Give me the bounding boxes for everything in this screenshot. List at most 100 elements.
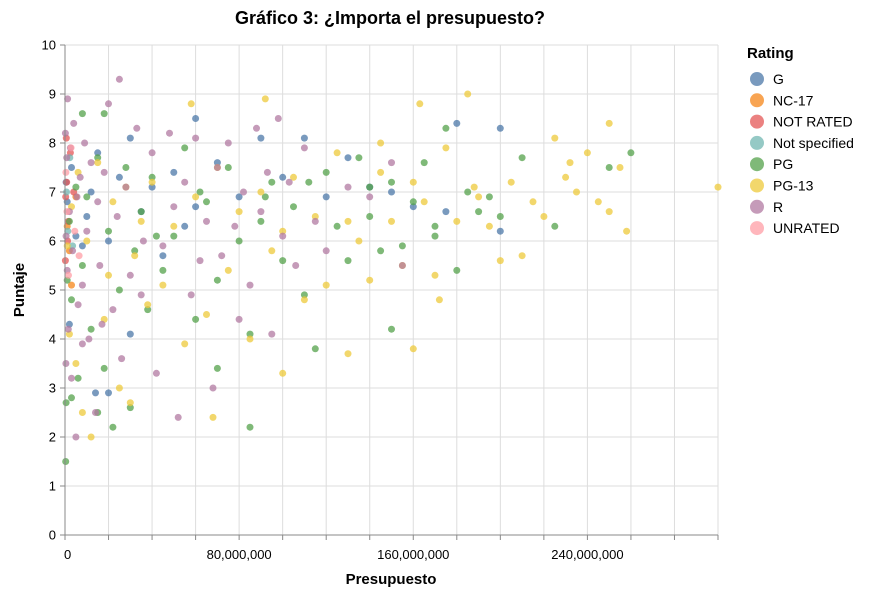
data-point bbox=[75, 252, 83, 260]
data-point bbox=[300, 134, 308, 142]
data-point bbox=[67, 144, 75, 152]
data-point bbox=[240, 188, 247, 196]
data-point bbox=[71, 227, 79, 235]
data-point bbox=[192, 193, 200, 201]
legend-label: NOT RATED bbox=[773, 114, 853, 130]
data-point bbox=[470, 183, 478, 191]
data-point bbox=[518, 252, 526, 260]
data-point bbox=[68, 296, 75, 304]
data-point bbox=[279, 232, 287, 240]
data-point bbox=[105, 389, 112, 397]
data-point bbox=[81, 139, 89, 147]
data-point bbox=[64, 95, 72, 103]
data-point bbox=[213, 276, 221, 284]
data-point bbox=[78, 281, 86, 289]
data-point bbox=[253, 124, 260, 132]
data-point bbox=[366, 183, 374, 191]
data-point bbox=[279, 173, 287, 181]
data-point bbox=[139, 237, 147, 245]
legend-label: PG-13 bbox=[773, 178, 814, 194]
data-point bbox=[87, 325, 95, 333]
data-point bbox=[69, 247, 77, 255]
data-point bbox=[94, 159, 102, 167]
data-point bbox=[235, 193, 243, 201]
data-point bbox=[235, 208, 243, 216]
data-point bbox=[231, 222, 239, 230]
y-tick-label: 8 bbox=[49, 136, 56, 151]
data-point bbox=[464, 90, 472, 98]
data-point bbox=[78, 340, 86, 348]
data-point bbox=[181, 144, 189, 152]
legend-label: PG bbox=[773, 156, 793, 172]
data-point bbox=[623, 227, 631, 235]
data-point bbox=[279, 257, 287, 265]
data-point bbox=[192, 115, 200, 122]
y-tick-label: 7 bbox=[49, 185, 56, 200]
data-point bbox=[92, 409, 99, 416]
data-point bbox=[159, 252, 167, 260]
data-point bbox=[442, 124, 450, 132]
data-point bbox=[377, 139, 385, 147]
data-point bbox=[235, 237, 243, 245]
y-tick-label: 9 bbox=[49, 87, 56, 102]
data-point bbox=[605, 119, 613, 127]
data-point bbox=[83, 237, 91, 245]
data-point bbox=[224, 266, 232, 274]
data-point bbox=[63, 178, 71, 186]
data-point bbox=[94, 198, 102, 206]
data-point bbox=[126, 404, 134, 412]
data-point bbox=[115, 286, 123, 294]
legend-swatch bbox=[750, 93, 764, 108]
data-point bbox=[115, 384, 123, 392]
data-point bbox=[159, 281, 167, 289]
data-point bbox=[62, 232, 70, 240]
legend-swatch bbox=[750, 178, 764, 193]
data-point bbox=[355, 237, 363, 245]
data-point bbox=[218, 252, 226, 260]
data-point bbox=[148, 173, 156, 181]
data-point bbox=[398, 262, 406, 269]
legend-label: Not specified bbox=[773, 135, 854, 151]
data-point bbox=[100, 110, 108, 118]
data-point bbox=[187, 100, 195, 108]
legend: Rating G NC-17 NOT RATED Not specified PG PG-… bbox=[747, 45, 854, 236]
data-point bbox=[279, 369, 287, 377]
data-point bbox=[87, 433, 95, 441]
legend-swatch bbox=[750, 114, 764, 129]
data-point bbox=[311, 217, 319, 225]
data-point bbox=[65, 217, 73, 225]
data-point bbox=[435, 296, 443, 304]
data-point bbox=[388, 188, 395, 196]
data-point bbox=[83, 227, 91, 235]
series-g bbox=[62, 115, 504, 397]
data-point bbox=[322, 168, 330, 176]
data-point bbox=[257, 188, 265, 196]
data-point bbox=[83, 213, 91, 220]
data-point bbox=[420, 159, 428, 167]
data-point bbox=[268, 178, 276, 186]
y-tick-label: 6 bbox=[49, 234, 56, 249]
data-point bbox=[192, 134, 200, 142]
y-tick-label: 3 bbox=[49, 381, 56, 396]
data-point bbox=[235, 315, 243, 323]
y-tick-label: 1 bbox=[49, 479, 56, 494]
series-pg bbox=[62, 110, 635, 465]
data-point bbox=[203, 311, 210, 318]
data-point bbox=[322, 281, 330, 289]
data-point bbox=[496, 213, 504, 220]
data-point bbox=[344, 350, 352, 358]
data-point bbox=[431, 271, 439, 279]
data-point bbox=[529, 198, 537, 206]
data-point bbox=[68, 374, 75, 382]
data-point bbox=[72, 360, 80, 367]
data-point bbox=[187, 291, 195, 299]
data-point bbox=[144, 306, 152, 314]
data-point bbox=[152, 369, 160, 377]
data-point bbox=[311, 345, 319, 353]
data-point bbox=[126, 330, 134, 338]
data-point bbox=[292, 262, 300, 269]
data-point bbox=[105, 227, 112, 235]
data-point bbox=[257, 217, 265, 225]
data-point bbox=[73, 193, 81, 201]
data-point bbox=[70, 119, 78, 127]
